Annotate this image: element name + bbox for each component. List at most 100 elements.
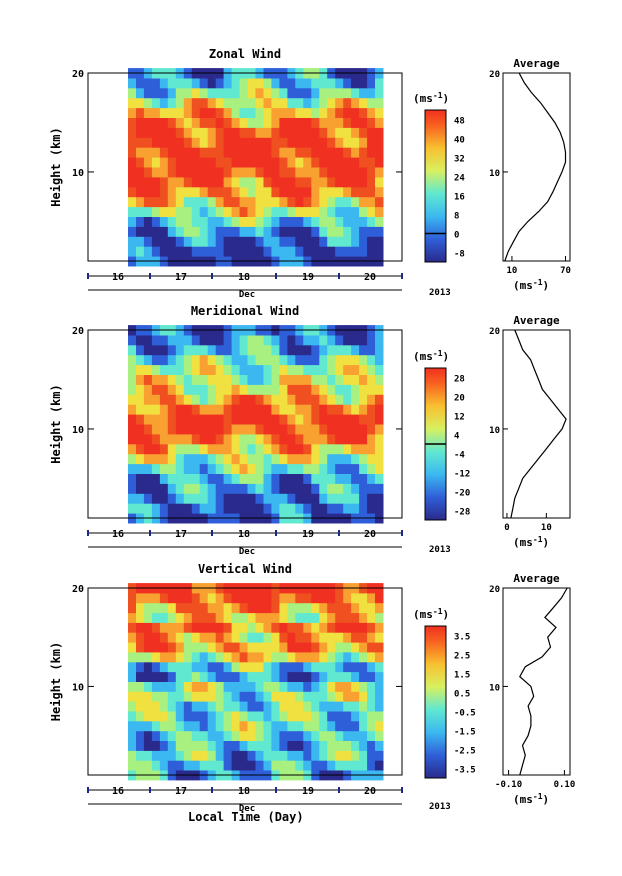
heatmap-cell [128, 632, 137, 643]
heatmap-cell [335, 384, 344, 395]
heatmap-cell [143, 612, 153, 623]
heatmap-cell [128, 384, 137, 395]
heatmap-cell [231, 483, 241, 494]
heatmap-cell [231, 196, 241, 208]
heatmap-cell [359, 433, 368, 445]
heatmap-cell [223, 592, 233, 604]
heatmap-cell [167, 760, 177, 771]
heatmap-cell [191, 364, 201, 375]
heatmap-cell [136, 453, 145, 465]
heatmap-cell [367, 691, 376, 702]
heatmap-cell [295, 246, 304, 257]
heatmap-cell [335, 740, 344, 751]
heatmap-cell [247, 671, 256, 682]
heatmap-cell [271, 740, 280, 751]
heatmap-cell [287, 414, 296, 425]
heatmap-cell [128, 750, 137, 761]
colorbar-tick-label: -4 [454, 451, 465, 461]
heatmap-cell [223, 424, 233, 435]
heatmap-cell [199, 463, 209, 474]
heatmap-cell [151, 364, 161, 375]
heatmap-cell [183, 701, 193, 712]
heatmap-cell [327, 97, 336, 109]
heatmap-cell [343, 602, 352, 614]
heatmap-cell [231, 602, 241, 614]
heatmap-cell [143, 87, 153, 99]
heatmap-cell [303, 740, 312, 751]
heatmap-cell [136, 691, 145, 702]
heatmap-field [128, 325, 384, 524]
heatmap-cell [335, 147, 344, 158]
heatmap-cell [311, 394, 320, 405]
heatmap-cell [279, 384, 288, 395]
heatmap-cell [207, 681, 217, 692]
heatmap-cell [136, 681, 145, 692]
heatmap-cell [279, 652, 288, 663]
heatmap-cell [143, 117, 153, 128]
heatmap-cell [263, 167, 272, 178]
heatmap-cell [136, 117, 145, 128]
heatmap-cell [175, 147, 185, 158]
heatmap-cell [136, 354, 145, 366]
heatmap-cell [351, 632, 360, 643]
heatmap-cell [199, 661, 209, 673]
heatmap-cell [295, 740, 304, 751]
heatmap-cell [263, 414, 272, 425]
heatmap-cell [255, 612, 264, 623]
heatmap-cell [175, 760, 185, 771]
heatmap-cell [159, 483, 169, 494]
heatmap-cell [351, 414, 360, 425]
heatmap-cell [223, 186, 233, 198]
heatmap-cell [287, 374, 296, 385]
heatmap-cell [151, 681, 161, 692]
heatmap-cell [191, 463, 201, 474]
heatmap-cell [128, 642, 137, 653]
heatmap-cell [327, 226, 336, 237]
profile-x-tick-label: 0.10 [554, 780, 576, 790]
month-label: Dec [239, 804, 255, 814]
heatmap-cell [335, 681, 344, 692]
heatmap-cell [223, 107, 233, 118]
heatmap-cell [255, 334, 264, 346]
heatmap-cell [287, 453, 296, 465]
heatmap-cell [359, 354, 368, 366]
heatmap-cell [335, 433, 344, 445]
heatmap-cell [199, 137, 209, 148]
heatmap-cell [231, 750, 241, 761]
heatmap-cell [175, 414, 185, 425]
heatmap-cell [239, 622, 249, 633]
heatmap-cell [175, 592, 185, 604]
heatmap-cell [136, 433, 145, 445]
heatmap-cell [351, 681, 360, 692]
heatmap-cell [151, 720, 161, 732]
heatmap-cell [159, 730, 169, 741]
heatmap-cell [183, 720, 193, 732]
heatmap-cell [351, 384, 360, 395]
heatmap-cell [183, 433, 193, 445]
heatmap-cell [231, 433, 241, 445]
heatmap-cell [263, 473, 272, 484]
heatmap-cell [183, 364, 193, 375]
heatmap-cell [215, 186, 225, 198]
heatmap-cell [183, 691, 193, 702]
heatmap-cell [159, 612, 169, 623]
heatmap-cell [335, 642, 344, 653]
heatmap-cell [271, 354, 280, 366]
heatmap-cell [255, 394, 264, 405]
heatmap-cell [311, 503, 320, 514]
heatmap-cell [287, 622, 296, 633]
heatmap-cell [223, 671, 233, 682]
heatmap-cell [207, 503, 217, 514]
profile-frame [502, 72, 571, 262]
heatmap-cell [167, 740, 177, 751]
heatmap-cell [239, 661, 249, 673]
heatmap-cell [207, 384, 217, 395]
heatmap-frame [87, 72, 403, 262]
heatmap-cell [359, 226, 368, 237]
heatmap-cell [351, 443, 360, 455]
heatmap-cell [255, 176, 264, 188]
heatmap-cell [128, 176, 137, 188]
heatmap-cell [207, 414, 217, 425]
heatmap-cell [359, 374, 368, 385]
heatmap-cell [223, 750, 233, 761]
